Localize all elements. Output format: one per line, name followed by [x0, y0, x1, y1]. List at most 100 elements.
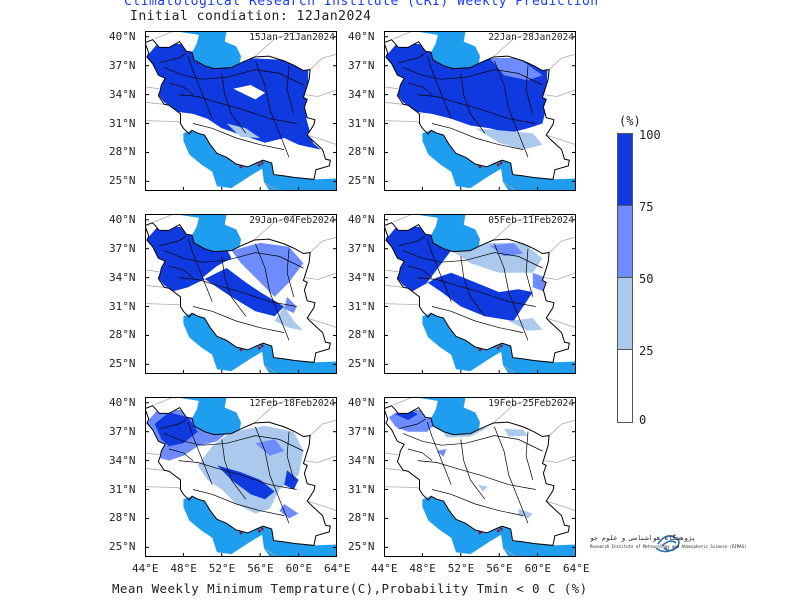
neighbor-border: [263, 181, 278, 191]
island: [496, 163, 500, 167]
lat-label: 34°N: [348, 87, 375, 101]
island: [260, 161, 264, 165]
map-canvas: [145, 397, 337, 557]
lat-label: 31°N: [348, 299, 375, 313]
neighbor-border: [309, 419, 337, 436]
lon-label: 52°E: [208, 562, 236, 575]
logo-name-fa: پژوهشگاه هواشناسی و علوم جو: [590, 534, 696, 542]
iran-border: [384, 405, 570, 546]
province-border: [221, 256, 247, 317]
initial-condition: Initial condiation: 12Jan2024: [130, 9, 372, 24]
lon-label: 56°E: [247, 562, 274, 575]
province-border: [221, 439, 247, 500]
lat-label: 31°N: [109, 299, 136, 313]
persian-gulf: [422, 130, 576, 191]
island: [260, 344, 264, 348]
province-border: [494, 426, 529, 524]
neighbor-border: [384, 101, 404, 105]
neighbor-border: [304, 89, 337, 97]
probability-region-mid: [231, 242, 304, 297]
province-border: [494, 243, 529, 341]
probability-region-none: [233, 85, 265, 100]
legend-tick: 75: [639, 200, 654, 214]
province-border: [426, 238, 452, 302]
caspian-sea: [412, 397, 480, 435]
province-border: [426, 421, 452, 485]
map-canvas: [384, 31, 576, 191]
forecast-map-panel: 05Feb-11Feb2024: [384, 214, 576, 374]
lat-label: 25°N: [109, 357, 136, 371]
neighbor-border: [548, 236, 576, 253]
island: [257, 163, 261, 167]
province-border: [525, 431, 534, 480]
caspian-sea: [412, 31, 480, 69]
probability-region-high: [146, 224, 285, 317]
neighbor-border: [384, 120, 420, 124]
neighbor-border: [502, 364, 517, 374]
rimas-logo: پژوهشگاه هواشناسی و علوم جو Research Ins…: [586, 530, 747, 556]
province-border: [255, 243, 290, 341]
map-canvas: [384, 397, 576, 557]
province-border: [525, 65, 534, 114]
probability-region-low: [274, 306, 304, 331]
neighbor-border: [154, 214, 174, 223]
province-border: [431, 123, 524, 150]
legend-tick: 100: [639, 128, 661, 142]
probability-region-low: [226, 123, 261, 138]
lat-label: 25°N: [348, 357, 375, 371]
province-border: [426, 55, 452, 119]
neighbor-border: [543, 89, 576, 97]
panel-frame: [145, 397, 337, 557]
neighbor-border: [393, 31, 413, 40]
lon-label: 44°E: [371, 562, 398, 575]
probability-region-low: [478, 484, 488, 492]
province-border: [286, 431, 295, 480]
province-border: [159, 418, 187, 430]
persian-gulf: [183, 313, 337, 374]
legend-tick: 50: [639, 272, 654, 286]
panel-date-range: 05Feb-11Feb2024: [488, 215, 574, 226]
neighbor-border: [384, 452, 399, 456]
lat-label: 37°N: [109, 424, 136, 438]
island: [496, 529, 500, 533]
iran-border: [145, 222, 331, 363]
lat-label: 28°N: [348, 328, 375, 342]
neighbor-border: [145, 101, 165, 105]
province-border: [403, 433, 543, 452]
lat-label: 28°N: [109, 511, 136, 525]
panel-date-range: 22Jan-28Jan2024: [488, 32, 574, 43]
neighbor-border: [145, 120, 181, 124]
province-border: [398, 52, 426, 64]
neighbor-border: [384, 86, 399, 90]
probability-region-high: [217, 465, 275, 500]
iran-border: [384, 39, 570, 180]
lat-label: 25°N: [348, 174, 375, 188]
caspian-sea: [173, 397, 241, 435]
iran-border: [145, 405, 331, 546]
legend-tick: 25: [639, 344, 654, 358]
probability-region-mid: [436, 449, 447, 457]
lat-label: 28°N: [109, 145, 136, 159]
probability-region-low: [518, 508, 533, 519]
lat-label: 37°N: [109, 241, 136, 255]
persian-gulf: [183, 496, 337, 557]
forecast-map-panel: 19Feb-25Feb2024: [384, 397, 576, 557]
neighbor-border: [393, 397, 413, 406]
lat-label: 34°N: [348, 270, 375, 284]
province-border: [460, 439, 486, 500]
map-footer: Mean Weekly Minimum Temprature(C),Probab…: [112, 581, 588, 596]
neighbor-border: [307, 500, 337, 512]
island: [499, 527, 503, 531]
province-border: [255, 426, 290, 524]
probability-region-mid: [255, 439, 285, 456]
neighbor-border: [546, 500, 576, 512]
island: [496, 346, 500, 350]
neighbor-border: [548, 419, 576, 436]
province-border: [164, 67, 304, 86]
lon-label: 60°E: [285, 562, 313, 575]
panel-frame: [384, 397, 576, 557]
island: [499, 161, 503, 165]
map-canvas: [145, 31, 337, 191]
lat-label: 40°N: [348, 395, 375, 409]
province-border: [159, 235, 187, 247]
